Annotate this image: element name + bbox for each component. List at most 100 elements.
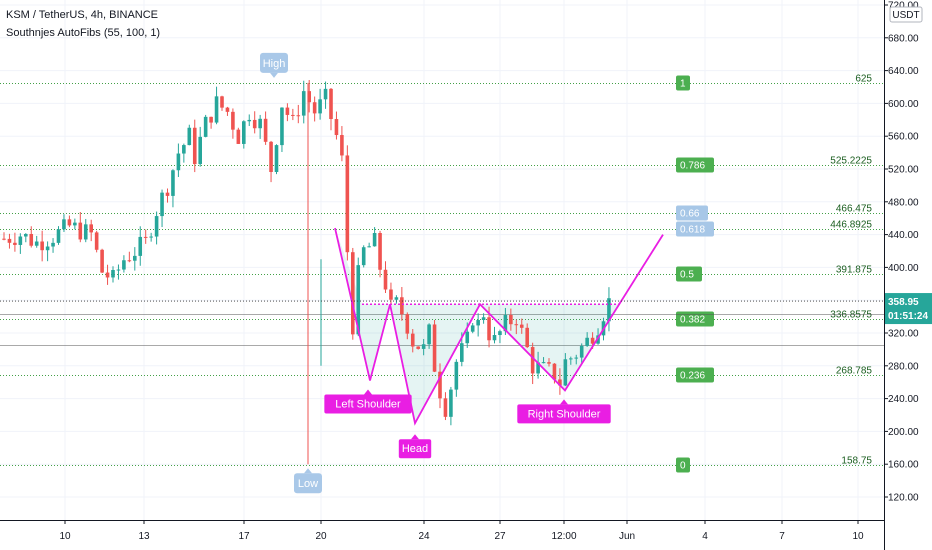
candle-body <box>340 135 344 156</box>
fib-price-label: 525.2225 <box>830 156 872 167</box>
candles <box>2 80 611 465</box>
candle-body <box>111 269 115 278</box>
candle-body <box>18 236 23 245</box>
candle-body <box>607 298 611 322</box>
candle-body <box>367 246 371 248</box>
candle-body <box>323 88 328 100</box>
tag-box <box>294 473 322 494</box>
fib-badge <box>676 311 714 327</box>
pattern-fill <box>335 228 620 424</box>
candle-body <box>258 118 262 129</box>
time-tick-label: 10 <box>59 531 71 542</box>
candle-body <box>56 229 61 243</box>
candle-body <box>514 324 519 326</box>
label-text: Head <box>402 443 428 455</box>
candle-body <box>89 224 93 233</box>
fib-price-label: 336.8575 <box>830 310 872 321</box>
candle-body <box>547 362 551 364</box>
candle-body <box>361 247 366 266</box>
time-tick-label: 12:00 <box>551 531 576 542</box>
fib-badge <box>676 157 714 173</box>
candle-body <box>78 222 83 240</box>
candle-body <box>541 362 546 364</box>
candle-body <box>29 233 34 246</box>
pattern-area <box>335 228 620 424</box>
candle-body <box>318 99 322 114</box>
candle-body <box>312 102 317 114</box>
fib-ratio-label: 0.5 <box>680 270 694 281</box>
candle-body <box>176 153 181 171</box>
candle-body <box>116 269 121 271</box>
candle-body <box>127 260 132 262</box>
candle-body <box>143 236 148 238</box>
time-tick-label: 27 <box>494 531 506 542</box>
pattern-zigzag <box>334 227 664 426</box>
candle-body <box>67 219 72 226</box>
tag-label: Low <box>298 478 318 490</box>
pattern-labels: Left Shoulder Head Right Shoulder <box>324 389 611 459</box>
tag-label: High <box>263 58 286 70</box>
candle-body <box>329 88 333 120</box>
candle-body <box>421 344 426 349</box>
candle-body <box>182 145 186 154</box>
indicator-title: Southnjes AutoFibs (55, 100, 1) <box>6 27 161 39</box>
candle-body <box>94 232 99 250</box>
candle-body <box>443 398 448 417</box>
candle-body <box>62 219 66 230</box>
label-box <box>517 404 611 424</box>
candle-body <box>198 136 202 165</box>
symbol-title: KSM / TetherUS, 4h, BINANCE <box>6 9 159 21</box>
candle-body <box>40 241 44 251</box>
time-tick-label: 24 <box>418 531 430 542</box>
tag-pointer <box>270 72 278 78</box>
candle-body <box>530 347 535 374</box>
time-tick-label: 7 <box>779 531 785 542</box>
candle-body <box>231 111 235 130</box>
price-tick-label: 240.00 <box>888 394 919 405</box>
candle-body <box>585 337 589 346</box>
fib-price-label: 446.8925 <box>830 220 872 231</box>
fib-price-label: 268.785 <box>836 366 873 377</box>
candle-body <box>252 119 257 129</box>
time-axis[interactable]: 10 13 17 20 24 27 12:00 Jun 4 7 10 <box>0 520 884 550</box>
candle-body <box>280 107 284 146</box>
price-tick-label: 640.00 <box>888 66 919 77</box>
price-tick-label: 200.00 <box>888 427 919 438</box>
candle-body <box>296 115 301 117</box>
candle-body <box>492 335 497 341</box>
candle-body <box>154 216 159 237</box>
fib-ratio-label: 1 <box>680 79 686 90</box>
candle-body <box>454 361 459 390</box>
current-price-value: 358.95 <box>888 297 919 308</box>
fib-price-label: 391.875 <box>836 265 873 276</box>
candle-body <box>487 317 491 341</box>
candle-body <box>476 320 480 326</box>
fib-badge <box>676 75 690 91</box>
candle-body <box>460 343 464 362</box>
label-text: Left Shoulder <box>335 399 401 411</box>
candle-body <box>24 233 28 237</box>
fib-ratio-label: 0.786 <box>680 161 705 172</box>
candle-body <box>274 145 279 172</box>
candle-body <box>203 116 208 137</box>
candle-body <box>242 121 246 144</box>
candle-body <box>220 96 224 108</box>
candle-body <box>590 337 595 344</box>
candle-body <box>307 91 311 103</box>
price-tick-label: 600.00 <box>888 99 919 110</box>
price-tick-label: 680.00 <box>888 33 919 44</box>
candle-body <box>133 255 137 261</box>
price-tick-label: 120.00 <box>888 493 919 504</box>
price-tick-label: 440.00 <box>888 230 919 241</box>
candle-body <box>569 358 573 360</box>
candle-body <box>509 314 513 325</box>
label-pointer <box>364 389 372 395</box>
pattern-label: Head <box>398 434 432 459</box>
candle-body <box>285 107 290 115</box>
price-axis[interactable]: 720.00 680.00 640.00 600.00 560.00 520.00 480.… <box>884 0 932 550</box>
fib-ratio-label: 0.236 <box>680 371 705 382</box>
fib-ratio-label: 0.66 <box>680 209 700 220</box>
price-tick-label: 280.00 <box>888 361 919 372</box>
candle-body <box>498 331 502 336</box>
